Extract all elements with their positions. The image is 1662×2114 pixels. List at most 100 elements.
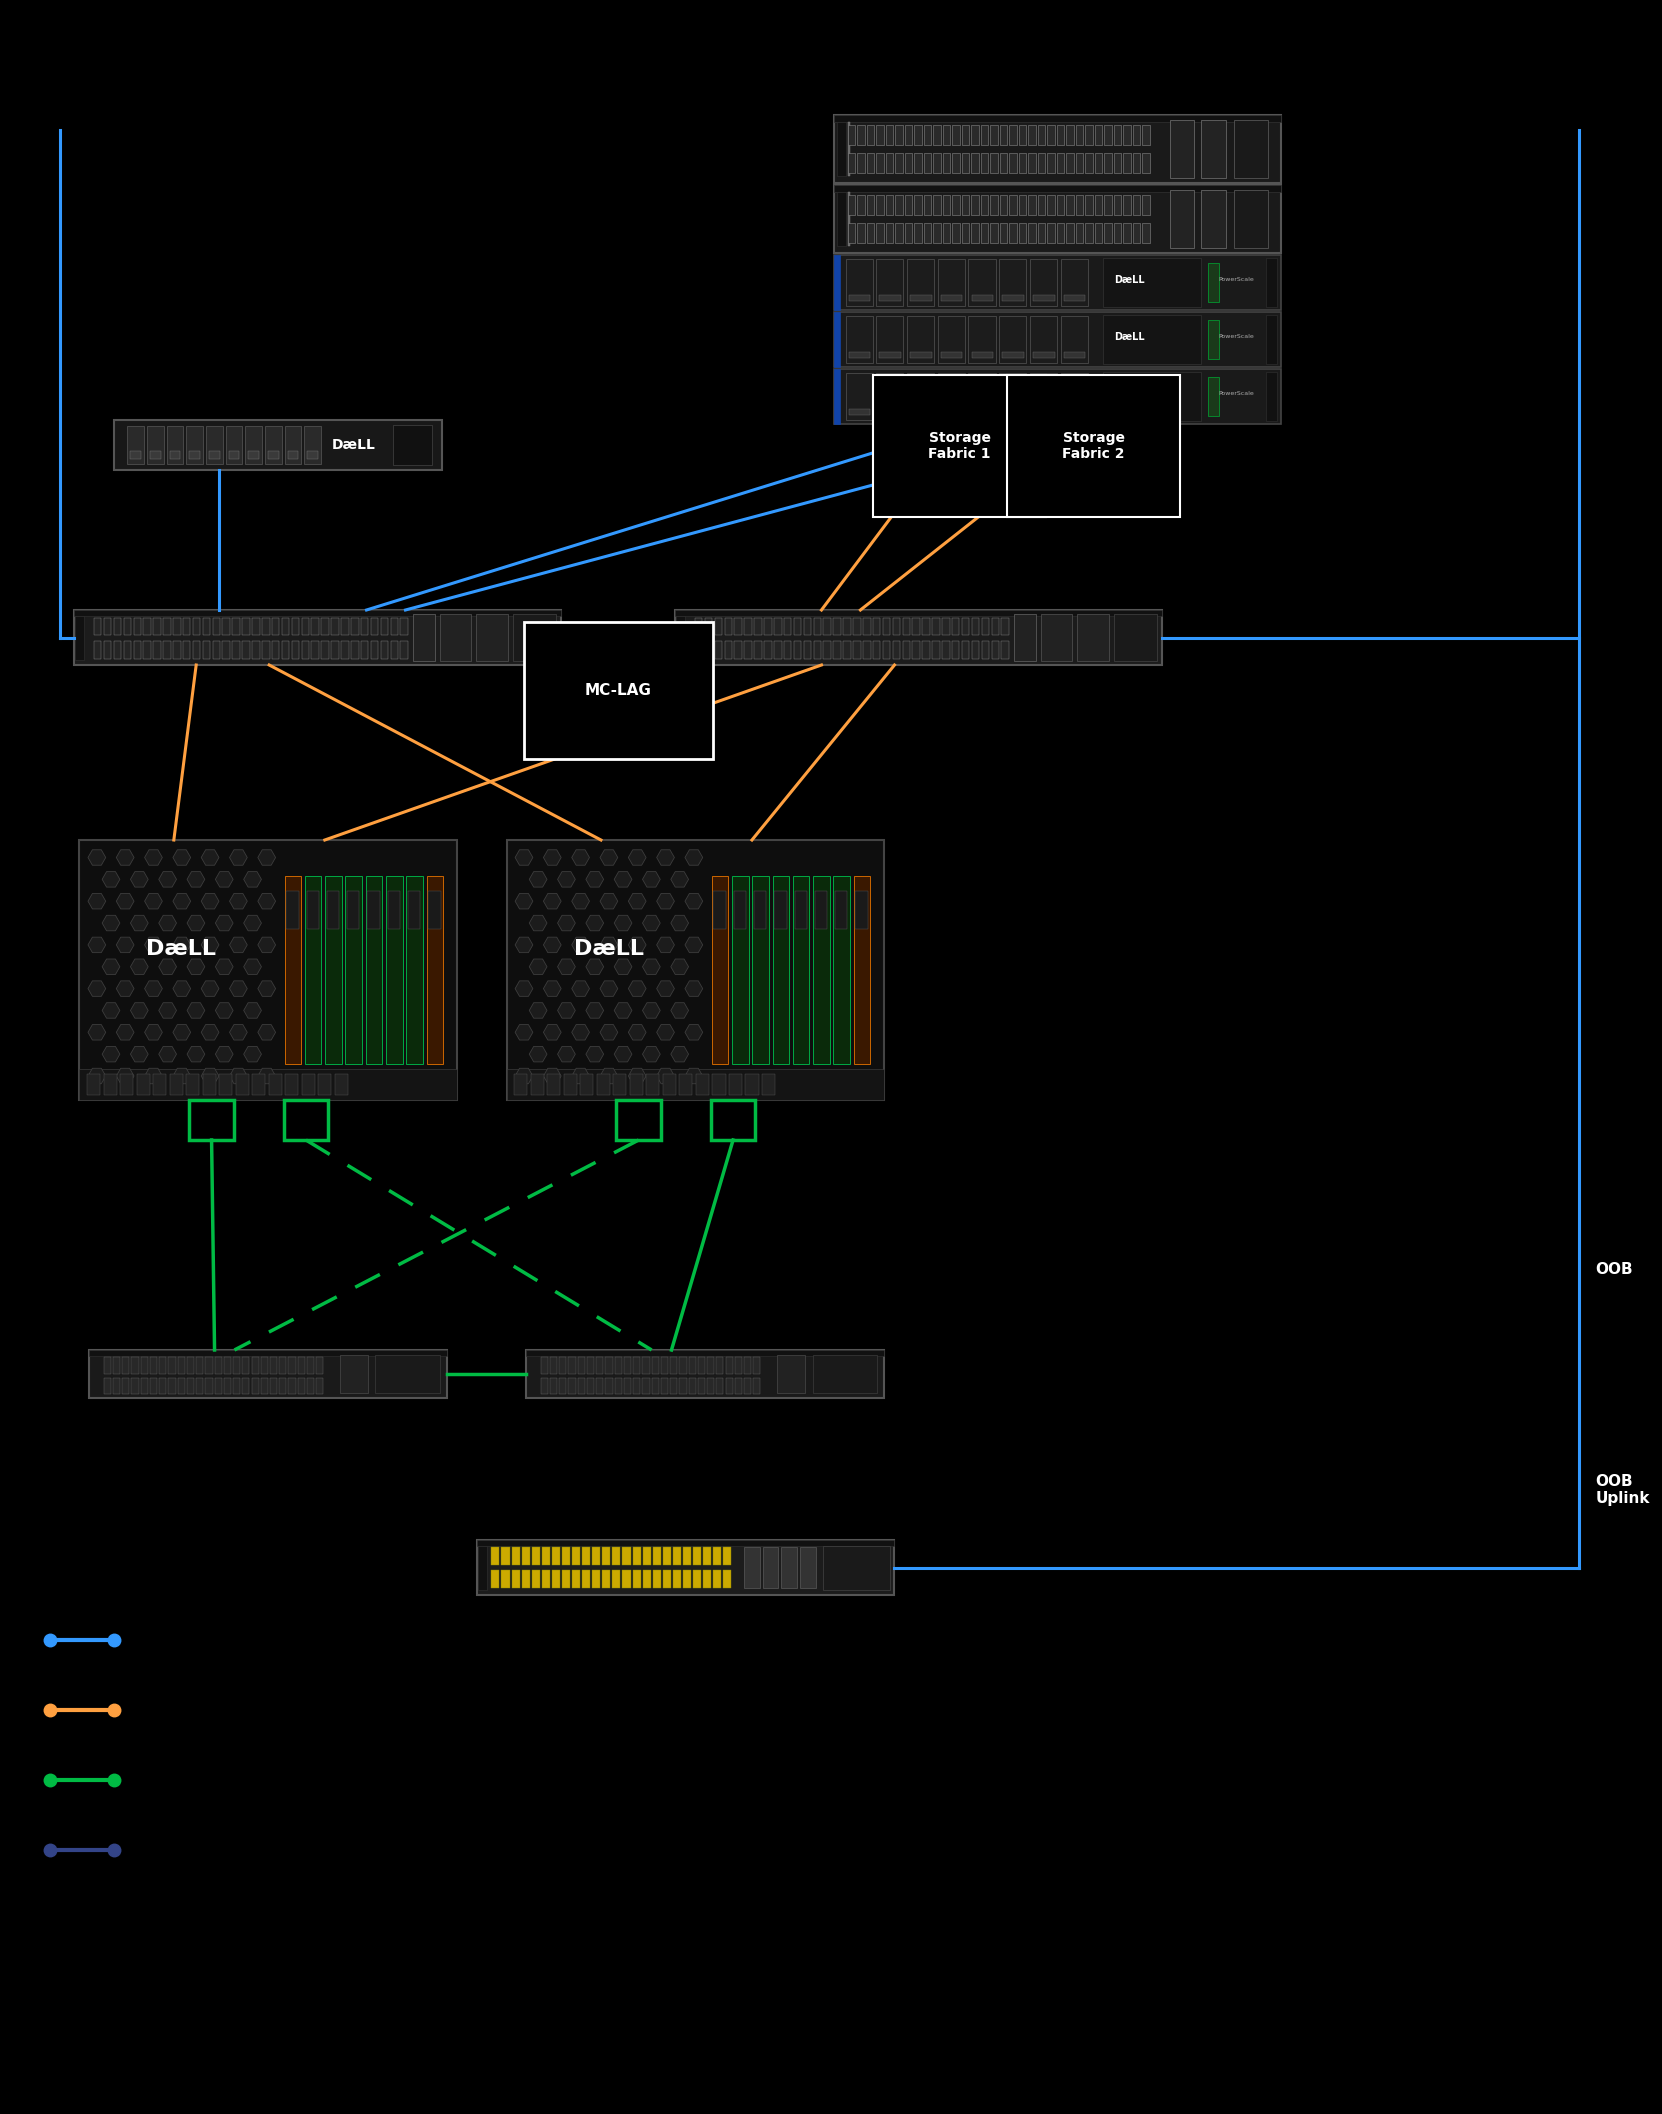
FancyBboxPatch shape [130,450,141,459]
FancyBboxPatch shape [243,1357,249,1374]
FancyBboxPatch shape [633,1378,640,1393]
FancyBboxPatch shape [243,641,249,660]
FancyBboxPatch shape [726,1357,733,1374]
FancyBboxPatch shape [95,617,101,636]
FancyBboxPatch shape [226,427,243,463]
FancyBboxPatch shape [698,1378,705,1393]
Text: OOB: OOB [1596,1262,1632,1277]
FancyBboxPatch shape [934,125,941,146]
FancyBboxPatch shape [868,125,874,146]
FancyBboxPatch shape [1124,194,1130,216]
FancyBboxPatch shape [1208,319,1218,359]
FancyBboxPatch shape [773,877,789,1063]
FancyBboxPatch shape [552,1547,560,1564]
FancyBboxPatch shape [1002,351,1024,357]
FancyBboxPatch shape [214,1357,221,1374]
FancyBboxPatch shape [849,408,871,414]
FancyBboxPatch shape [150,1378,158,1393]
FancyBboxPatch shape [843,641,851,660]
FancyBboxPatch shape [286,1074,299,1095]
FancyBboxPatch shape [688,1378,696,1393]
FancyBboxPatch shape [848,224,856,243]
FancyBboxPatch shape [755,641,761,660]
FancyBboxPatch shape [652,1378,658,1393]
FancyBboxPatch shape [562,1571,570,1588]
FancyBboxPatch shape [952,617,959,636]
FancyBboxPatch shape [876,224,884,243]
FancyBboxPatch shape [477,1539,894,1594]
FancyBboxPatch shape [141,1357,148,1374]
FancyBboxPatch shape [540,1378,548,1393]
FancyBboxPatch shape [1001,224,1007,243]
FancyBboxPatch shape [834,313,1281,368]
FancyBboxPatch shape [592,1571,600,1588]
FancyBboxPatch shape [1034,408,1054,414]
FancyBboxPatch shape [941,408,962,414]
FancyBboxPatch shape [804,617,811,636]
FancyBboxPatch shape [269,1074,283,1095]
FancyBboxPatch shape [696,1074,710,1095]
FancyBboxPatch shape [633,1571,640,1588]
FancyBboxPatch shape [794,892,806,928]
FancyBboxPatch shape [1029,125,1035,146]
FancyBboxPatch shape [942,641,949,660]
FancyBboxPatch shape [532,1547,540,1564]
FancyBboxPatch shape [745,1074,758,1095]
FancyBboxPatch shape [1019,152,1025,173]
FancyBboxPatch shape [612,1547,620,1564]
FancyBboxPatch shape [321,641,329,660]
FancyBboxPatch shape [346,877,362,1063]
FancyBboxPatch shape [934,224,941,243]
FancyBboxPatch shape [896,125,902,146]
Text: OOB
Uplink: OOB Uplink [1596,1473,1650,1505]
FancyBboxPatch shape [123,1357,130,1374]
FancyBboxPatch shape [366,877,382,1063]
FancyBboxPatch shape [1029,152,1035,173]
FancyBboxPatch shape [1037,224,1045,243]
FancyBboxPatch shape [673,1547,681,1564]
FancyBboxPatch shape [331,641,339,660]
FancyBboxPatch shape [321,617,329,636]
Text: Storage
Fabric 2: Storage Fabric 2 [1062,431,1125,461]
FancyBboxPatch shape [853,617,861,636]
FancyBboxPatch shape [814,892,828,928]
FancyBboxPatch shape [1102,372,1202,421]
FancyBboxPatch shape [246,427,263,463]
FancyBboxPatch shape [351,617,359,636]
FancyBboxPatch shape [1040,615,1072,660]
FancyBboxPatch shape [90,1351,447,1355]
FancyBboxPatch shape [856,892,868,928]
FancyBboxPatch shape [972,408,994,414]
FancyBboxPatch shape [133,617,141,636]
FancyBboxPatch shape [924,194,931,216]
FancyBboxPatch shape [439,615,472,660]
FancyBboxPatch shape [774,617,781,636]
FancyBboxPatch shape [992,617,999,636]
FancyBboxPatch shape [914,224,922,243]
FancyBboxPatch shape [409,892,420,928]
FancyBboxPatch shape [683,1571,691,1588]
FancyBboxPatch shape [698,1357,705,1374]
FancyBboxPatch shape [141,1378,148,1393]
FancyBboxPatch shape [304,427,321,463]
FancyBboxPatch shape [745,641,751,660]
FancyBboxPatch shape [206,1357,213,1374]
FancyBboxPatch shape [904,194,912,216]
FancyBboxPatch shape [1102,258,1202,307]
FancyBboxPatch shape [879,408,901,414]
FancyBboxPatch shape [103,617,111,636]
FancyBboxPatch shape [406,877,422,1063]
FancyBboxPatch shape [971,125,979,146]
FancyBboxPatch shape [896,152,902,173]
FancyBboxPatch shape [150,1357,158,1374]
FancyBboxPatch shape [911,351,932,357]
FancyBboxPatch shape [143,617,151,636]
FancyBboxPatch shape [981,125,989,146]
FancyBboxPatch shape [572,1571,580,1588]
Text: DæLL: DæLL [146,939,216,960]
FancyBboxPatch shape [371,617,379,636]
FancyBboxPatch shape [834,370,839,425]
FancyBboxPatch shape [562,1547,570,1564]
FancyBboxPatch shape [552,1571,560,1588]
FancyBboxPatch shape [962,617,969,636]
